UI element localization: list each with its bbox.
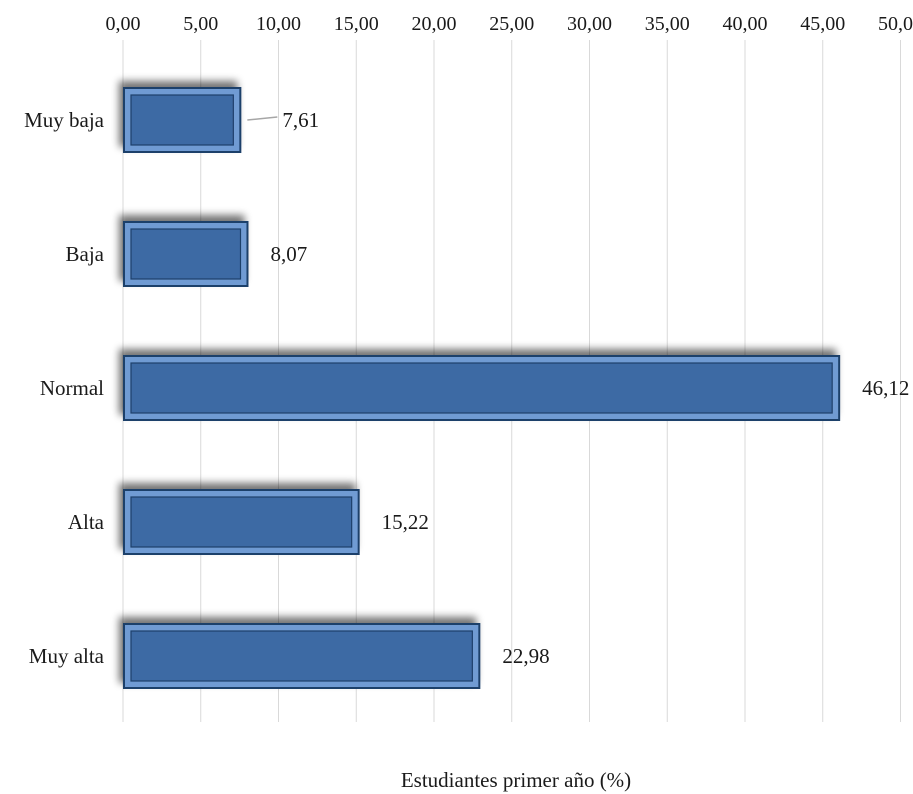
x-tick-label: 20,00 xyxy=(412,13,457,35)
x-tick-label: 0,00 xyxy=(106,13,141,35)
bar xyxy=(123,355,841,421)
x-tick-label: 25,00 xyxy=(489,13,534,35)
x-tick-label: 15,00 xyxy=(334,13,379,35)
bar xyxy=(123,87,242,153)
x-tick-label: 35,00 xyxy=(645,13,690,35)
category-label: Muy baja xyxy=(24,108,105,132)
x-tick-label: 10,00 xyxy=(256,13,301,35)
bar xyxy=(123,489,360,555)
data-label: 46,12 xyxy=(862,376,909,400)
data-label: 22,98 xyxy=(502,644,549,668)
x-tick-label: 40,00 xyxy=(723,13,768,35)
x-tick-label: 50,00 xyxy=(878,13,913,35)
category-label: Alta xyxy=(68,510,105,534)
y-axis-labels: Muy baja Baja Normal Alta Muy alta xyxy=(24,108,105,668)
category-label: Muy alta xyxy=(29,644,105,668)
category-label: Baja xyxy=(66,242,105,266)
x-tick-label: 45,00 xyxy=(800,13,845,35)
data-label: 15,22 xyxy=(382,510,429,534)
x-tick-label: 5,00 xyxy=(183,13,218,35)
x-tick-label: 30,00 xyxy=(567,13,612,35)
data-labels: 7,61 8,07 46,12 15,22 22,98 xyxy=(247,108,909,668)
data-label: 7,61 xyxy=(282,108,319,132)
bar xyxy=(123,221,249,287)
x-axis-ticks: 0,00 5,00 10,00 15,00 20,00 25,00 30,00 35,00 40… xyxy=(106,13,913,35)
x-axis-title: Estudiantes primer año (%) xyxy=(401,768,631,792)
bars xyxy=(123,87,841,689)
leader-line xyxy=(247,116,278,121)
data-label: 8,07 xyxy=(270,242,307,266)
category-label: Normal xyxy=(40,376,104,400)
bar xyxy=(123,623,481,689)
